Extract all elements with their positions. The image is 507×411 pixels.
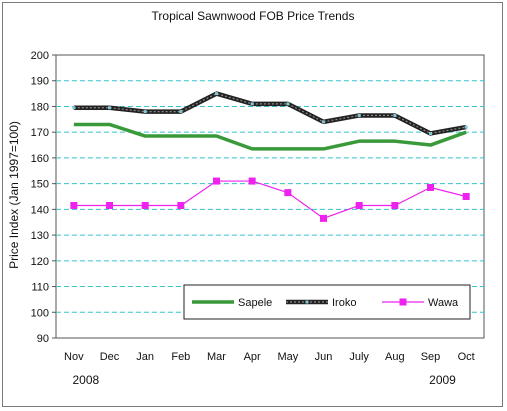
legend-marker <box>305 300 309 304</box>
data-point <box>355 202 363 210</box>
data-point <box>143 110 147 114</box>
data-point <box>464 125 468 129</box>
data-point <box>213 177 220 185</box>
legend: Sapele Iroko Wawa <box>183 284 471 320</box>
legend-item-sapele: Sapele <box>192 297 272 309</box>
y-axis-ticks: 90 100 110 120 130 140 150 160 170 180 190 200 <box>31 50 56 345</box>
data-point <box>215 92 218 96</box>
data-point <box>320 214 327 222</box>
data-point <box>427 183 434 191</box>
y-tick-label: 200 <box>31 50 49 62</box>
data-point <box>250 102 254 106</box>
legend-label: Sapele <box>238 297 272 309</box>
x-tick-label: Apr <box>244 351 261 363</box>
x-tick-label: July <box>349 351 369 363</box>
x-tick-label: Sep <box>421 351 441 363</box>
series-layer <box>70 91 470 222</box>
data-point <box>70 202 78 210</box>
x-tick-label: May <box>277 351 298 363</box>
series-iroko <box>72 91 468 136</box>
data-point <box>72 106 76 110</box>
data-point <box>391 202 399 210</box>
y-tick-label: 120 <box>31 256 49 268</box>
x-tick-label: Aug <box>385 351 405 363</box>
x-axis-ticks: Nov Dec Jan Feb Mar Apr May Jun July Aug Sep Oct <box>64 351 475 363</box>
x-tick-label: Feb <box>171 351 190 363</box>
data-point <box>141 202 149 210</box>
y-tick-label: 180 <box>31 101 49 113</box>
series-line <box>73 122 467 151</box>
legend-label: Wawa <box>428 297 459 309</box>
data-point <box>177 202 185 210</box>
data-point <box>179 110 183 114</box>
data-point <box>284 189 292 197</box>
y-tick-label: 110 <box>31 282 49 294</box>
y-axis-label: Price Index (Jan 1997=100) <box>7 121 21 269</box>
data-point <box>106 202 113 210</box>
data-point <box>429 131 432 135</box>
y-tick-label: 150 <box>31 179 49 191</box>
y-tick-label: 190 <box>31 76 49 88</box>
y-tick-label: 90 <box>37 333 49 345</box>
data-point <box>248 177 256 185</box>
series-sapele <box>73 122 467 151</box>
y-tick-label: 100 <box>31 307 49 319</box>
data-point <box>286 102 290 106</box>
year-label: 2008 <box>72 373 99 387</box>
chart-title: Tropical Sawnwood FOB Price Trends <box>152 9 355 23</box>
legend-marker <box>399 298 407 306</box>
legend-item-wawa: Wawa <box>382 297 459 309</box>
x-tick-label: Oct <box>458 351 475 363</box>
x-tick-label: Jun <box>315 351 333 363</box>
data-point <box>322 120 325 124</box>
legend-item-iroko: Iroko <box>286 297 356 309</box>
year-labels: 2008 2009 <box>72 373 456 387</box>
chart-frame <box>2 2 503 407</box>
data-point <box>393 113 397 117</box>
data-point <box>462 193 470 200</box>
y-tick-label: 160 <box>31 153 49 165</box>
series-line <box>73 180 467 220</box>
data-point <box>108 106 111 110</box>
series-wawa <box>70 177 470 222</box>
x-tick-label: Mar <box>207 351 226 363</box>
x-tick-label: Dec <box>100 351 120 363</box>
y-tick-label: 170 <box>31 127 49 139</box>
x-tick-label: Nov <box>64 351 84 363</box>
data-point <box>357 113 361 117</box>
y-tick-label: 130 <box>31 230 49 242</box>
x-tick-label: Jan <box>136 351 154 363</box>
legend-label: Iroko <box>332 297 356 309</box>
series-line-texture <box>73 92 467 135</box>
year-label: 2009 <box>429 373 456 387</box>
y-tick-label: 140 <box>31 204 49 216</box>
